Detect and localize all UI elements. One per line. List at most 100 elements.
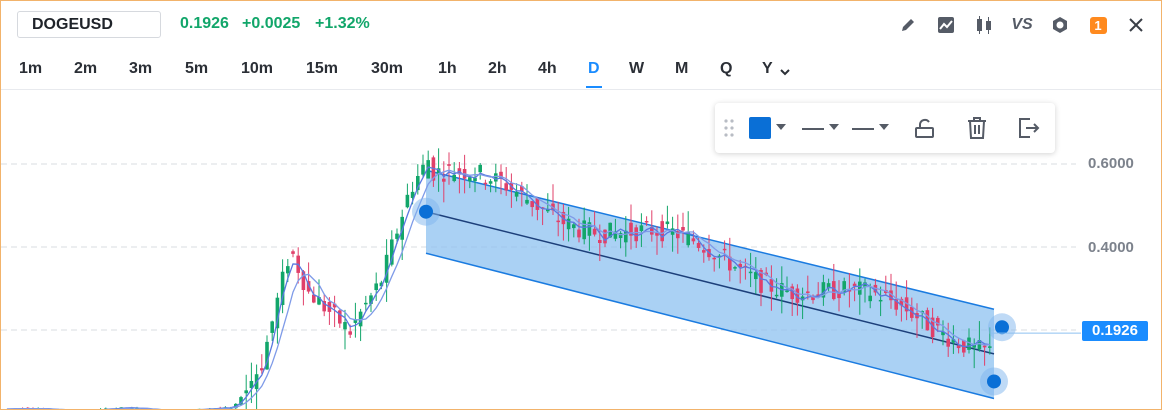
candle-body (353, 319, 358, 323)
unlock-icon[interactable] (913, 116, 937, 140)
candle-body (988, 346, 992, 348)
chart-area[interactable]: 0.6000 0.4000 (1, 89, 1161, 409)
last-price-marker: 0.1926 (1082, 321, 1148, 341)
candle-body (722, 248, 727, 251)
trash-icon[interactable] (965, 116, 989, 140)
line-style-icon[interactable] (802, 128, 824, 130)
pencil-icon[interactable] (897, 14, 919, 36)
ma-line-fast (6, 166, 990, 409)
candle-body (618, 233, 623, 239)
interval-w[interactable]: W (629, 60, 645, 77)
interval-1m[interactable]: 1m (19, 60, 43, 77)
candle-body (374, 283, 378, 291)
interval-1h[interactable]: 1h (438, 60, 457, 77)
candle-body (852, 283, 857, 287)
candle-body (286, 266, 290, 274)
candle-body (624, 230, 628, 243)
candle-body (800, 296, 805, 301)
candle-body (317, 297, 321, 305)
candle-body (811, 296, 815, 301)
candle-body (358, 311, 363, 327)
candle-body (608, 222, 612, 238)
candle-body (660, 221, 664, 242)
notifications-badge[interactable]: 1 (1087, 14, 1109, 36)
candle-body (556, 220, 560, 223)
candle-body (504, 183, 508, 191)
candle-body (728, 256, 732, 271)
candle-body (696, 243, 701, 248)
candle-body (795, 288, 800, 303)
last-price-text: 0.1926 (180, 15, 229, 32)
price-chart[interactable] (1, 89, 1161, 409)
candle-body (878, 299, 883, 302)
candle-body (447, 164, 451, 166)
candle-body (572, 224, 576, 229)
price-axis-label: 0.6000 (1088, 155, 1134, 172)
candle-body (681, 227, 685, 231)
exit-icon[interactable] (1017, 116, 1041, 140)
channel-mid-line (425, 210, 995, 355)
candle-body (941, 331, 945, 336)
candle-body (421, 164, 425, 175)
interval-15m[interactable]: 15m (306, 60, 339, 77)
interval-2m[interactable]: 2m (74, 60, 98, 77)
candle-body (525, 199, 529, 204)
interval-q[interactable]: Q (720, 60, 733, 77)
candle-body (369, 295, 373, 304)
candle-body (759, 269, 763, 293)
interval-30m[interactable]: 30m (371, 60, 404, 77)
interval-4h[interactable]: 4h (538, 60, 557, 77)
candle-body (738, 263, 742, 268)
candle-body (613, 231, 618, 239)
candle-body (629, 222, 633, 236)
settings-icon[interactable] (1049, 14, 1071, 36)
candle-body (384, 254, 389, 283)
candle-body (468, 177, 472, 182)
anchor-handle (995, 320, 1009, 335)
candle-body (239, 397, 243, 405)
interval-y[interactable]: Y (762, 60, 773, 77)
candle-body (863, 282, 867, 287)
interval-d[interactable]: D (586, 60, 602, 88)
interval-10m[interactable]: 10m (241, 60, 274, 77)
candle-body (322, 301, 326, 312)
candle-body (473, 177, 477, 182)
anchor-handle (419, 204, 433, 219)
candle-body (826, 283, 831, 289)
candle-body (665, 221, 670, 225)
candle-body (260, 368, 264, 371)
candle-body (535, 197, 540, 210)
interval-5m[interactable]: 5m (185, 60, 209, 77)
candles-icon[interactable] (973, 14, 995, 36)
interval-2h[interactable]: 2h (488, 60, 507, 77)
drag-handle-icon[interactable] (723, 117, 735, 139)
candle-body (650, 226, 654, 235)
candle-body (655, 232, 659, 236)
symbol-input[interactable]: DOGEUSD (17, 11, 161, 38)
close-icon[interactable] (1125, 14, 1147, 36)
compare-vs-icon[interactable]: VS (1011, 16, 1033, 33)
caret-down-icon[interactable] (776, 124, 786, 130)
color-picker-swatch[interactable] (749, 117, 771, 139)
candle-body (478, 164, 482, 173)
candle-body (644, 221, 649, 223)
header: DOGEUSD 0.1926 +0.0025 +1.32% VS 1 (1, 1, 1161, 49)
line-width-icon[interactable] (852, 128, 874, 130)
caret-down-icon[interactable] (879, 124, 889, 130)
candle-body (951, 339, 956, 343)
candle-body (436, 168, 441, 174)
drawing-toolbar (715, 103, 1055, 153)
chart-area-icon[interactable] (935, 14, 957, 36)
interval-3m[interactable]: 3m (129, 60, 153, 77)
caret-down-icon[interactable] (829, 124, 839, 130)
candle-body (702, 250, 706, 253)
candle-body (816, 294, 820, 297)
candle-body (275, 297, 280, 329)
interval-m[interactable]: M (675, 60, 689, 77)
candle-body (930, 317, 935, 338)
chevron-down-icon[interactable] (779, 64, 791, 82)
candle-body (249, 380, 254, 389)
candle-body (364, 302, 368, 305)
channel-lower-line (425, 252, 995, 400)
price-axis-label: 0.4000 (1088, 239, 1134, 256)
